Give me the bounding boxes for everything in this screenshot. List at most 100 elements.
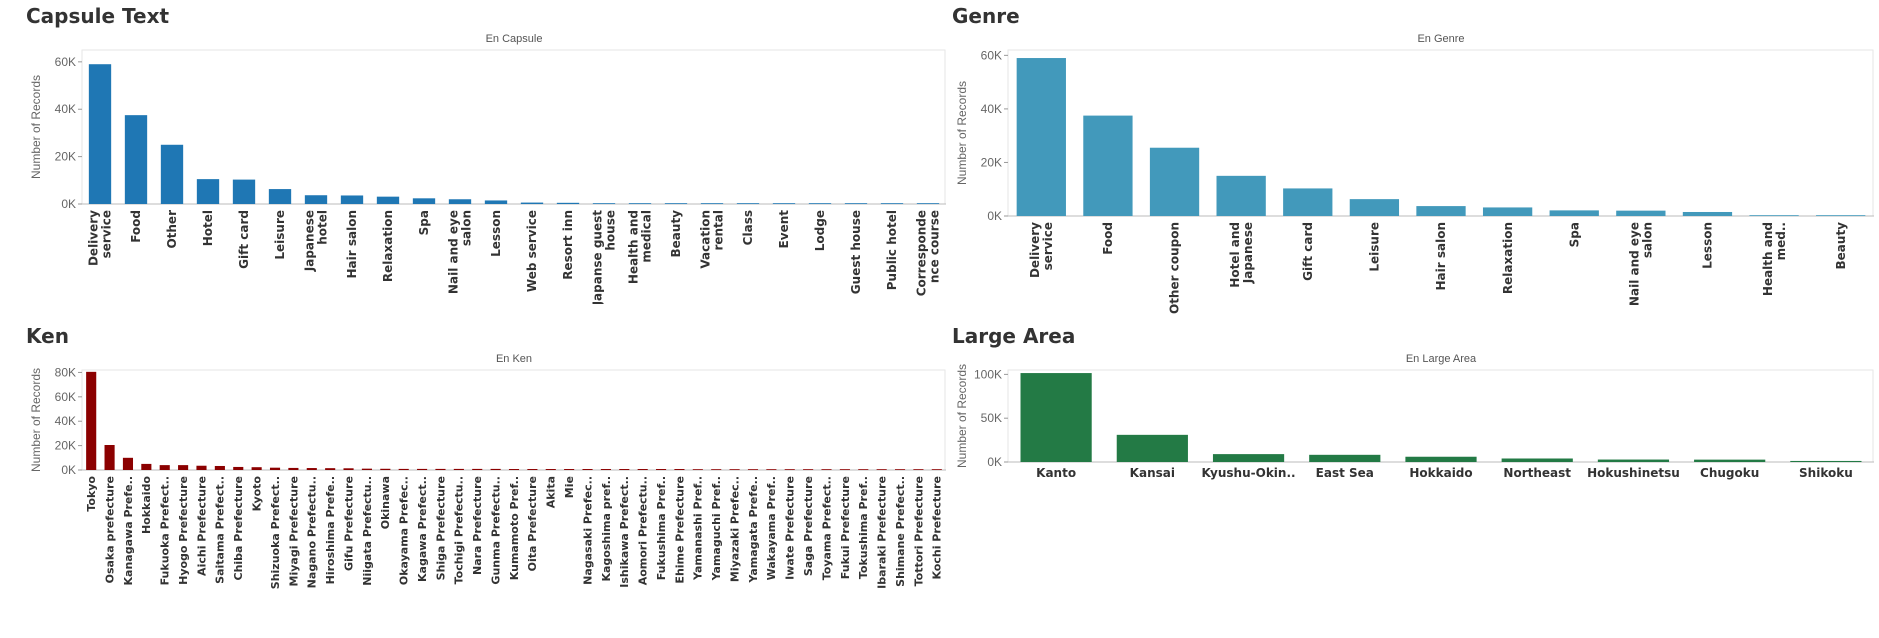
bar-tokushima-pref[interactable] [858,469,869,470]
bar-class[interactable] [736,203,760,204]
bar-lesson[interactable] [484,200,508,204]
x-tick-label: Yamagata Prefe.. [747,476,760,584]
bar-gifu-prefecture[interactable] [343,468,354,470]
bar-delivery-service[interactable] [88,64,112,204]
x-tick-label-line: Saga Prefecture [802,476,815,576]
bar-delivery-service[interactable] [1016,58,1066,216]
bar-niigata-prefectu[interactable] [361,468,372,470]
bar-saga-prefecture[interactable] [803,469,814,470]
bar-beauty[interactable] [664,203,688,204]
bar-wakayama-pref[interactable] [766,469,777,470]
bar-shikoku[interactable] [1790,460,1862,462]
x-tick-label-line: Lesson [489,210,503,257]
bar-hotel[interactable] [196,179,220,204]
bar-oita-prefecture[interactable] [527,469,538,470]
bar-chiba-prefecture[interactable] [233,466,244,470]
bar-iwate-prefecture[interactable] [784,469,795,470]
bar-tottori-prefecture[interactable] [913,469,924,470]
bar-public-hotel[interactable] [880,203,904,204]
bar-other-coupon[interactable] [1149,147,1200,216]
bar-ishikawa-prefect[interactable] [619,469,630,470]
bar-yamagata-prefe[interactable] [747,469,759,470]
bar-yamanashi-pref[interactable] [692,469,703,470]
bar-aichi-prefecture[interactable] [196,465,207,470]
bar-relaxation[interactable] [376,196,400,204]
bar-ibaraki-prefecture[interactable] [876,469,887,470]
bar-ehime-prefecture[interactable] [674,469,685,470]
bar-east-sea[interactable] [1309,454,1381,462]
bar-fukui-prefecture[interactable] [839,469,850,470]
bar-guest-house[interactable] [844,203,868,204]
bar-lodge[interactable] [808,203,832,204]
bar-beauty[interactable] [1816,215,1866,216]
bar-okinawa[interactable] [380,468,391,470]
bar-food[interactable] [124,115,148,204]
bar-nagasaki-prefec[interactable] [582,469,593,470]
bar-toyama-prefect[interactable] [821,469,832,470]
bar-nail-and-eye-salon[interactable] [1616,210,1666,216]
bar-kyoto[interactable] [251,467,262,470]
bar-chugoku[interactable] [1694,459,1766,462]
bar-fukushima-pref[interactable] [656,469,667,470]
bar-kyushu-okin[interactable] [1212,454,1285,462]
bar-resort-inn[interactable] [556,202,580,204]
bar-leisure[interactable] [268,189,292,204]
bar-hokkaido[interactable] [141,463,152,470]
bar-hokushinetsu[interactable] [1597,459,1670,462]
bar-relaxation[interactable] [1482,207,1533,216]
bar-spa[interactable] [412,198,436,204]
bar-nara-prefecture[interactable] [472,468,483,470]
x-tick-label-line: Niigata Prefectu.. [361,476,374,586]
bar-event[interactable] [772,203,796,204]
bar-gift-card[interactable] [232,179,256,204]
bar-gunma-prefectu[interactable] [490,468,501,470]
bar-japanse-guest-house[interactable] [592,203,616,204]
bar-okayama-prefec[interactable] [398,468,409,470]
bar-hyogo-prefecture[interactable] [178,465,189,470]
bar-yamaguchi-pref[interactable] [711,469,722,470]
bar-kanto[interactable] [1020,373,1092,462]
bar-leisure[interactable] [1349,199,1400,216]
x-tick-label: Kumamoto Pref.. [508,476,521,580]
bar-web-service[interactable] [520,202,544,204]
bar-hiroshima-prefe[interactable] [325,468,336,470]
bar-hair-salon[interactable] [340,195,364,204]
bar-shizuoka-prefect[interactable] [269,467,281,470]
bar-kochi-prefecture[interactable] [931,469,942,470]
bar-kanagawa-prefe[interactable] [122,457,134,470]
bar-tokyo[interactable] [86,371,97,470]
bar-hotel-and-japanese-hotel[interactable] [1216,175,1266,216]
bar-gift-card[interactable] [1283,188,1333,216]
bar-tochigi-prefectu[interactable] [453,468,464,470]
x-tick-label: Northeast [1503,466,1571,480]
bar-shiga-prefecture[interactable] [435,468,446,470]
bar-fukuoka-prefect[interactable] [159,465,170,470]
bar-miyazaki-prefec[interactable] [729,469,740,470]
bar-northeast[interactable] [1501,458,1573,462]
bar-mie[interactable] [564,469,575,470]
bar-health-and-med[interactable] [1749,215,1799,216]
bar-vacation-rental[interactable] [700,203,724,204]
bar-nagano-prefectu[interactable] [306,468,317,470]
bar-other[interactable] [160,144,184,204]
bar-kagoshima-pref[interactable] [600,469,611,470]
bar-shimane-prefect[interactable] [894,469,906,470]
bar-japanese-hotel[interactable] [304,195,328,204]
bar-akita[interactable] [545,469,556,470]
bar-miyagi-prefecture[interactable] [288,467,299,470]
bar-lesson[interactable] [1682,211,1733,216]
bar-nail-and-eye-salon[interactable] [448,199,472,204]
bar-hair-salon[interactable] [1416,206,1466,216]
bar-spa[interactable] [1549,210,1599,216]
bar-kansai[interactable] [1116,434,1188,462]
x-tick-label: Japanese hotel [303,210,330,272]
bar-hokkaido[interactable] [1405,456,1477,462]
bar-kagawa-prefect[interactable] [417,468,428,470]
bar-kumamoto-pref[interactable] [508,469,520,470]
bar-food[interactable] [1083,115,1133,216]
bar-saitama-prefect[interactable] [214,465,225,470]
bar-corresponde-nce-course[interactable] [916,203,940,204]
bar-aomori-prefectu[interactable] [637,469,648,470]
bar-health-and-medical[interactable] [628,203,652,204]
bar-osaka-prefecture[interactable] [104,445,115,470]
